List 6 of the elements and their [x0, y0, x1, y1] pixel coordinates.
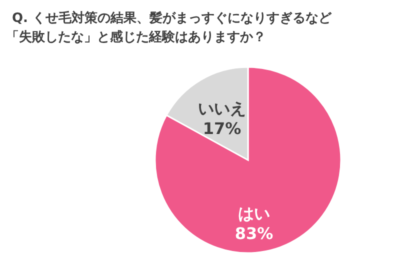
data-label: 17%: [202, 118, 242, 138]
chart-title: Q. くせ毛対策の結果、髪がまっすぐになりすぎるなど「失敗したな」と感じた経験はありますか？: [6, 10, 333, 45]
data-label: 83%: [234, 224, 274, 244]
slice-label: はい: [238, 204, 270, 224]
slice-label: いいえ: [198, 98, 246, 118]
pie-slice: [154, 66, 342, 254]
